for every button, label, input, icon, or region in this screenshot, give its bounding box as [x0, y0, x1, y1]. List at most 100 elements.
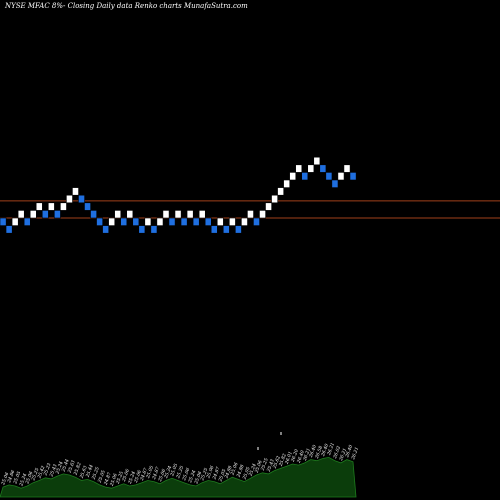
price-label: 25.25 — [30, 467, 40, 482]
renko-brick-up — [198, 210, 206, 219]
renko-brick-up — [108, 217, 116, 226]
renko-brick-down — [78, 194, 85, 204]
renko-brick-up — [144, 217, 152, 226]
renko-brick-up — [156, 217, 164, 226]
price-label: 25.25 — [175, 465, 185, 480]
renko-brick-down — [102, 225, 110, 234]
price-label: 25.05 — [241, 466, 251, 481]
price-label: 25.06 — [121, 468, 131, 483]
renko-brick-up — [66, 194, 73, 204]
price-label: 25.05 — [217, 468, 227, 483]
chart-title: NYSE MFAC 8%- Closing Daily data Renko c… — [4, 2, 248, 10]
price-label: 26.40 — [344, 444, 354, 459]
price-label: 25.82 — [277, 453, 287, 468]
renko-brick-up — [265, 202, 272, 211]
renko-brick-up — [174, 210, 182, 219]
renko-brick-up — [72, 187, 79, 196]
renko-brick-up — [29, 210, 37, 219]
price-label: 25.63 — [78, 465, 88, 480]
price-label: 26.01 — [284, 451, 294, 466]
renko-brick-down — [204, 217, 212, 226]
price-label: 25.24 — [54, 460, 64, 475]
price-label: 25.05 — [96, 469, 106, 484]
price-label: 26.40 — [320, 443, 330, 458]
price-label: 25.24 — [127, 470, 137, 485]
price-label: 26.21 — [338, 447, 348, 462]
price-label: 25.23 — [42, 462, 52, 477]
renko-brick-down — [222, 225, 230, 234]
price-label: 25.06 — [253, 459, 263, 474]
price-label: 25.05 — [12, 470, 22, 485]
renko-brick-up — [337, 172, 345, 181]
price-label: 25.06 — [0, 471, 10, 486]
renko-brick-down — [138, 225, 146, 234]
price-labels: 25.0624.8625.0525.2425.0625.2525.4225.23… — [0, 442, 360, 488]
renko-brick-down — [331, 179, 339, 188]
renko-brick-up — [114, 210, 122, 219]
renko-brick-up — [126, 210, 134, 219]
renko-brick-up — [11, 217, 19, 226]
renko-brick-down — [0, 217, 7, 226]
price-label: 26.40 — [308, 444, 318, 459]
price-label: 25.24 — [247, 463, 257, 478]
price-label: 25.06 — [157, 468, 167, 483]
price-label: 25.06 — [109, 473, 119, 488]
renko-bricks — [0, 156, 357, 234]
price-label: 26.20 — [290, 448, 300, 463]
renko-brick-down — [5, 225, 13, 234]
renko-brick-down — [319, 164, 327, 173]
renko-brick-down — [253, 217, 260, 226]
price-label: 26.21 — [326, 442, 336, 457]
price-label: 25.62 — [271, 455, 281, 470]
renko-brick-up — [60, 202, 67, 211]
renko-brick-up — [216, 217, 224, 226]
renko-brick-up — [313, 156, 321, 166]
renko-brick-up — [241, 217, 248, 226]
renko-brick-down — [235, 225, 242, 234]
renko-brick-down — [132, 217, 140, 226]
price-label: 25.44 — [60, 458, 70, 473]
renko-brick-up — [47, 202, 55, 211]
price-label: 25.25 — [90, 466, 100, 481]
renko-brick-down — [120, 217, 128, 226]
renko-brick-up — [283, 179, 291, 188]
price-label: 25.06 — [181, 467, 191, 482]
price-label: 25.24 — [187, 469, 197, 484]
renko-brick-down — [96, 217, 103, 226]
price-label: 25.24 — [18, 473, 28, 488]
renko-brick-up — [162, 210, 170, 219]
renko-brick-down — [349, 172, 357, 181]
price-label: 24.86 — [6, 469, 16, 484]
renko-brick-down — [180, 217, 188, 226]
price-label: 24.88 — [235, 464, 245, 479]
price-label: 25.06 — [229, 462, 239, 477]
price-label: 25.25 — [259, 457, 269, 472]
price-label: 25.42 — [36, 465, 46, 480]
renko-brick-up — [228, 217, 236, 226]
renko-brick-down — [150, 225, 158, 234]
renko-brick-up — [271, 194, 278, 204]
volume-area — [0, 432, 357, 498]
renko-brick-up — [307, 164, 315, 173]
renko-brick-down — [301, 172, 309, 181]
price-label: 25.24 — [163, 465, 173, 480]
price-label: 25.63 — [66, 459, 76, 474]
price-label: 25.43 — [265, 458, 275, 473]
renko-brick-up — [17, 210, 25, 219]
price-label: 24.87 — [139, 467, 149, 482]
renko-brick-down — [54, 210, 61, 219]
renko-brick-up — [289, 172, 297, 181]
price-label: 26.21 — [302, 447, 312, 462]
renko-brick-up — [247, 210, 254, 219]
price-label: 26.40 — [296, 449, 306, 464]
renko-brick-down — [210, 225, 218, 234]
price-label: 25.06 — [133, 469, 143, 484]
price-label: 25.06 — [193, 470, 203, 485]
renko-brick-up — [343, 164, 351, 173]
renko-brick-down — [84, 202, 91, 211]
renko-brick-up — [35, 202, 43, 211]
renko-brick-down — [192, 217, 200, 226]
renko-brick-down — [325, 172, 333, 181]
price-label: 24.87 — [102, 471, 112, 486]
